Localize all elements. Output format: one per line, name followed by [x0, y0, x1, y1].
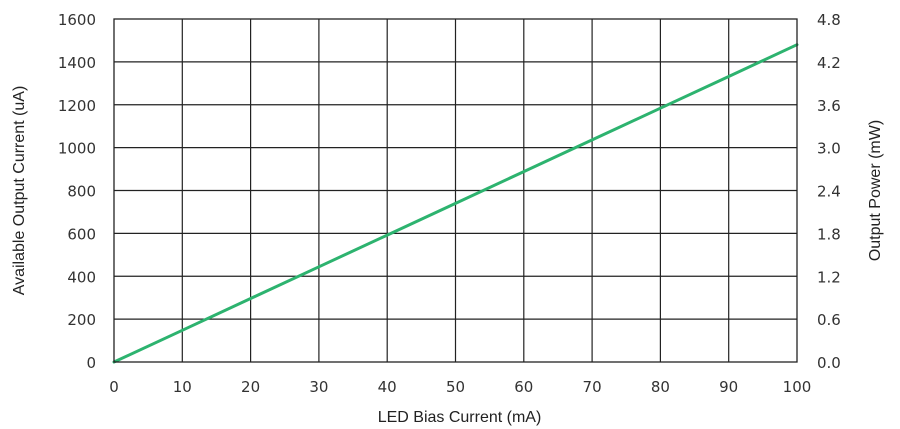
x-tick-label: 50: [446, 378, 465, 396]
x-tick-label: 30: [309, 378, 328, 396]
y-tick-label: 800: [67, 183, 96, 201]
series-layer: [112, 43, 799, 364]
x-tick-label: 0: [109, 378, 119, 396]
y2-tick-label: 0.0: [817, 354, 841, 372]
y2-tick-label: 4.2: [817, 54, 841, 72]
y-tick-label: 1600: [58, 11, 96, 29]
x-tick-label: 90: [719, 378, 738, 396]
plot-frame: [113, 18, 798, 363]
y2-tick-label: 4.8: [817, 11, 841, 29]
series-line: [112, 43, 799, 364]
x-axis-ticks: 0 10 20 30 40 50 60 70 80 90 100: [109, 378, 811, 396]
y-tick-label: 400: [67, 268, 96, 286]
x-tick-label: 10: [173, 378, 192, 396]
x-tick-label: 100: [783, 378, 812, 396]
y2-axis-label: Output Power (mW): [867, 120, 884, 261]
y2-tick-label: 3.0: [817, 140, 841, 158]
y2-tick-label: 0.6: [817, 311, 841, 329]
x-axis-label: LED Bias Current (mA): [378, 409, 542, 426]
y-tick-label: 1200: [58, 97, 96, 115]
y2-tick-label: 2.4: [817, 183, 841, 201]
x-tick-label: 40: [378, 378, 397, 396]
x-tick-label: 20: [241, 378, 260, 396]
x-tick-label: 60: [514, 378, 533, 396]
y2-tick-label: 1.8: [817, 225, 841, 243]
x-tick-label: 80: [651, 378, 670, 396]
y-tick-label: 0: [86, 354, 96, 372]
y2-axis-ticks: 0.0 0.6 1.2 1.8 2.4 3.0 3.6 4.2 4.8: [817, 11, 841, 372]
y2-tick-label: 3.6: [817, 97, 841, 115]
y-tick-label: 600: [67, 225, 96, 243]
y-tick-label: 1400: [58, 54, 96, 72]
y-axis-ticks: 0 200 400 600 800 1000 1200 1400 1600: [58, 11, 96, 372]
x-tick-label: 70: [583, 378, 602, 396]
y-tick-label: 200: [67, 311, 96, 329]
y2-tick-label: 1.2: [817, 268, 841, 286]
grid: [114, 19, 797, 362]
y-axis-label: Available Output Current (uA): [11, 86, 28, 296]
y-tick-label: 1000: [58, 140, 96, 158]
